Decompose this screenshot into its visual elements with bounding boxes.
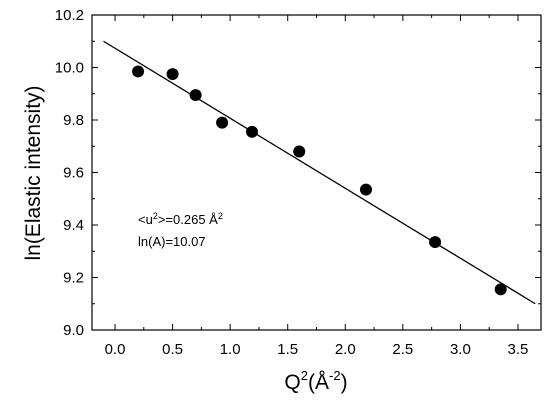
x-tick-label: 3.0 [450, 341, 471, 358]
y-tick-label: 10.0 [55, 60, 84, 77]
fit-layer [103, 40, 536, 305]
ticks-layer: 0.0 0.5 1.0 1.5 2.0 2.5 3.0 3.5 9.0 9.2 9.4 9.6 9.8 1… [55, 7, 541, 358]
x-tick-label: 1.0 [220, 341, 241, 358]
data-point [293, 145, 306, 158]
x-tick-label: 0.0 [105, 341, 126, 358]
data-point [132, 65, 145, 78]
annotation: <u2>=0.265 Å2 ln(A)=10.07 [138, 211, 223, 249]
y-tick-label: 9.6 [63, 165, 84, 182]
y-tick-label: 9.8 [63, 112, 84, 129]
data-point [216, 116, 229, 129]
y-axis-title: ln(Elastic intensity) [22, 85, 45, 260]
y-tick-label: 10.2 [55, 7, 84, 24]
data-point [166, 68, 179, 81]
plot-frame [91, 14, 542, 331]
x-tick-label: 3.5 [508, 341, 529, 358]
annotation-lnA: ln(A)=10.07 [138, 234, 206, 249]
x-tick-label: 1.5 [277, 341, 298, 358]
points-layer [132, 65, 507, 296]
fit-line [103, 40, 536, 305]
x-tick-label: 2.0 [335, 341, 356, 358]
data-point [189, 89, 202, 102]
y-tick-label: 9.0 [63, 322, 84, 339]
annotation-msd: <u2>=0.265 Å2 [138, 211, 223, 227]
data-point [429, 236, 442, 249]
y-tick-label: 9.4 [63, 217, 84, 234]
x-axis-title: Q2(Å-2) [284, 368, 347, 394]
data-point [360, 183, 373, 196]
data-point [246, 125, 259, 138]
data-point [494, 283, 507, 296]
y-tick-label: 9.2 [63, 270, 84, 287]
x-tick-label: 2.5 [392, 341, 413, 358]
x-tick-label: 0.5 [162, 341, 183, 358]
